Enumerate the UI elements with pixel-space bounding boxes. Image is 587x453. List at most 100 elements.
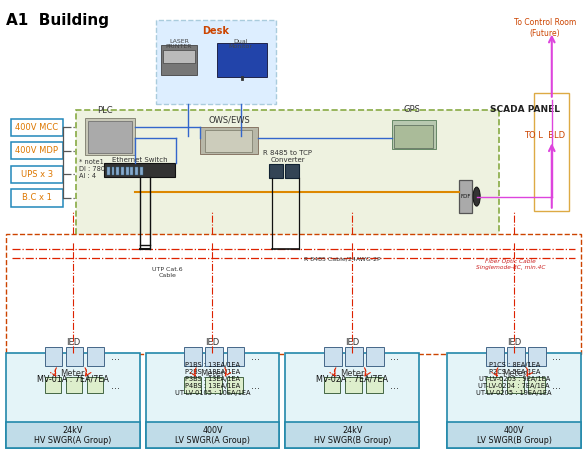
Bar: [392, 120, 436, 149]
Text: A1  Building: A1 Building: [6, 13, 109, 28]
Bar: [366, 377, 383, 393]
Bar: [87, 377, 103, 393]
Text: 400V MCC: 400V MCC: [15, 123, 59, 132]
Text: ...: ...: [390, 381, 399, 391]
Text: OWS/EWS: OWS/EWS: [208, 116, 250, 125]
Bar: [130, 167, 133, 175]
Text: Meter: Meter: [200, 369, 225, 378]
Text: UPS x 3: UPS x 3: [21, 170, 53, 179]
Bar: [507, 347, 525, 366]
Bar: [121, 167, 124, 175]
Bar: [104, 163, 175, 177]
Text: R 8485 to TCP
Converter: R 8485 to TCP Converter: [263, 150, 312, 163]
Text: ...: ...: [111, 352, 120, 361]
Bar: [324, 377, 340, 393]
Bar: [205, 130, 252, 152]
Bar: [107, 167, 110, 175]
Text: 24kV
HV SWGR(B Group): 24kV HV SWGR(B Group): [313, 426, 391, 445]
Bar: [45, 377, 61, 393]
Bar: [6, 353, 140, 448]
Bar: [140, 167, 143, 175]
Text: Desk: Desk: [203, 26, 229, 36]
Bar: [486, 347, 504, 366]
Bar: [88, 121, 132, 153]
Bar: [11, 142, 63, 159]
Bar: [227, 347, 244, 366]
Bar: [217, 43, 267, 77]
Bar: [285, 422, 419, 448]
Text: MV-01A : 7EA/7EA: MV-01A : 7EA/7EA: [37, 375, 109, 384]
Bar: [146, 422, 279, 448]
Bar: [146, 353, 279, 448]
Bar: [285, 353, 419, 448]
Bar: [66, 347, 83, 366]
Bar: [528, 377, 545, 393]
Text: FDF: FDF: [460, 194, 471, 199]
Bar: [507, 377, 524, 393]
Bar: [269, 164, 283, 178]
Bar: [534, 93, 569, 211]
Text: ...: ...: [251, 381, 259, 391]
Text: 400V MDP: 400V MDP: [15, 146, 59, 155]
Text: B.C x 1: B.C x 1: [22, 193, 52, 202]
Text: 400V
LV SWGR(B Group): 400V LV SWGR(B Group): [477, 426, 552, 445]
Text: IED: IED: [507, 337, 521, 347]
Text: TO L  BLD: TO L BLD: [524, 131, 565, 140]
Bar: [184, 347, 202, 366]
Bar: [11, 166, 63, 183]
Bar: [227, 377, 243, 393]
Text: LASER
PRINTER: LASER PRINTER: [166, 39, 193, 49]
Text: P1CS : 8EA/1EA
P2CS : 5EA/1EA
UT-LV-0203 : 9EA/1EA
UT-LV-0204 : 7EA/1EA
UT-LV-02: P1CS : 8EA/1EA P2CS : 5EA/1EA UT-LV-0203…: [477, 362, 552, 396]
Text: Meter: Meter: [60, 369, 85, 378]
Bar: [11, 189, 63, 207]
Bar: [184, 377, 201, 393]
Bar: [285, 164, 299, 178]
Text: PLC: PLC: [97, 106, 113, 115]
Bar: [345, 377, 362, 393]
Bar: [11, 119, 63, 136]
Bar: [200, 127, 258, 154]
Text: ...: ...: [552, 352, 561, 361]
Bar: [135, 167, 138, 175]
Text: GPS: GPS: [404, 105, 421, 114]
Bar: [459, 180, 472, 213]
Text: SCADA PANEL: SCADA PANEL: [490, 105, 560, 114]
Text: 400V
LV SWGR(A Group): 400V LV SWGR(A Group): [175, 426, 250, 445]
Text: ...: ...: [390, 352, 399, 361]
Text: * note1
DI : 780
AI : 4: * note1 DI : 780 AI : 4: [79, 159, 106, 179]
Bar: [447, 353, 581, 448]
Bar: [76, 110, 499, 250]
Bar: [528, 347, 546, 366]
Text: Dual
Monitor: Dual Monitor: [229, 39, 252, 49]
Bar: [366, 347, 384, 366]
Text: UTP Cat.6
Cable: UTP Cat.6 Cable: [152, 267, 183, 278]
Bar: [486, 377, 502, 393]
Text: Ethernet Switch: Ethernet Switch: [112, 157, 167, 163]
Text: ...: ...: [552, 381, 561, 391]
Bar: [163, 50, 195, 63]
Text: IED: IED: [345, 337, 359, 347]
Bar: [87, 347, 104, 366]
Text: MV-02A : 7EA/7EA: MV-02A : 7EA/7EA: [316, 375, 388, 384]
Text: IED: IED: [205, 337, 220, 347]
Bar: [116, 167, 119, 175]
Text: To Control Room
(Future): To Control Room (Future): [514, 18, 576, 38]
Text: Meter: Meter: [340, 369, 365, 378]
Text: Meter: Meter: [502, 369, 527, 378]
Bar: [6, 422, 140, 448]
Bar: [6, 234, 581, 354]
Bar: [161, 45, 197, 75]
Bar: [345, 347, 363, 366]
Bar: [205, 347, 223, 366]
Bar: [66, 377, 82, 393]
Text: IED: IED: [66, 337, 80, 347]
Bar: [156, 20, 276, 104]
Bar: [394, 125, 433, 148]
Bar: [112, 167, 114, 175]
Bar: [324, 347, 342, 366]
Bar: [447, 422, 581, 448]
Text: R 8485 Cable/24AWG-2P: R 8485 Cable/24AWG-2P: [304, 257, 380, 262]
Bar: [205, 377, 222, 393]
Text: Fiber Optic Cable
Singlemode-8C, min.4C: Fiber Optic Cable Singlemode-8C, min.4C: [476, 259, 545, 270]
Bar: [85, 118, 135, 155]
